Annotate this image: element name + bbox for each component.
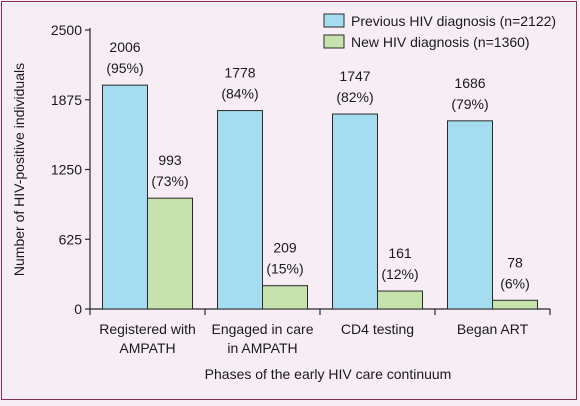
bar-value-label: 1747 [339,68,370,84]
x-tick-label: in AMPATH [227,340,297,356]
bar-percent-label: (79%) [451,96,488,112]
bar-value-label: 161 [388,245,412,261]
y-axis-title: Number of HIV-positive individuals [11,63,27,276]
bar-chart: 0 625 1250 1875 2500 Number of HIV-positive i… [11,13,556,382]
legend-swatch-0 [323,13,345,28]
y-tick-label: 0 [74,301,82,317]
x-tick-label: Began ART [457,321,529,337]
bar-percent-label: (73%) [151,173,188,189]
y-tick-label: 625 [59,231,83,247]
x-tick-label: CD4 testing [341,321,414,337]
bar-new-1 [262,285,308,310]
y-tick-label: 1250 [51,162,82,178]
bar-value-label: 209 [273,240,297,256]
y-tick-label: 1875 [51,92,82,108]
x-tick-label: Registered with [99,321,196,337]
bar-percent-label: (6%) [500,275,530,291]
bar-value-label: 1686 [454,75,485,91]
legend-label: Previous HIV diagnosis (n=2122) [351,13,556,29]
bar-new-3 [492,299,538,310]
bar-value-label: 78 [507,254,523,270]
y-tick-label: 2500 [51,22,82,38]
bar-percent-label: (84%) [221,86,258,102]
chart-frame: 0 625 1250 1875 2500 Number of HIV-positive i… [1,1,577,400]
x-axis-title: Phases of the early HIV care continuum [205,366,452,382]
legend-swatch-1 [323,34,345,49]
bar-percent-label: (95%) [106,60,143,76]
bar-previous-2 [332,113,378,310]
bar-value-label: 1778 [224,65,255,81]
bar-new-0 [147,197,193,310]
bar-previous-0 [102,84,148,310]
legend-label: New HIV diagnosis (n=1360) [351,34,530,50]
bar-value-label: 993 [158,152,182,168]
bar-value-label: 2006 [109,39,140,55]
bar-new-2 [377,290,423,310]
bar-percent-label: (82%) [336,89,373,105]
x-tick-label: Engaged in care [212,321,314,337]
bar-percent-label: (15%) [266,261,303,277]
bar-percent-label: (12%) [381,266,418,282]
bar-previous-1 [217,110,263,310]
bar-previous-3 [447,120,493,310]
x-tick-label: AMPATH [119,340,175,356]
